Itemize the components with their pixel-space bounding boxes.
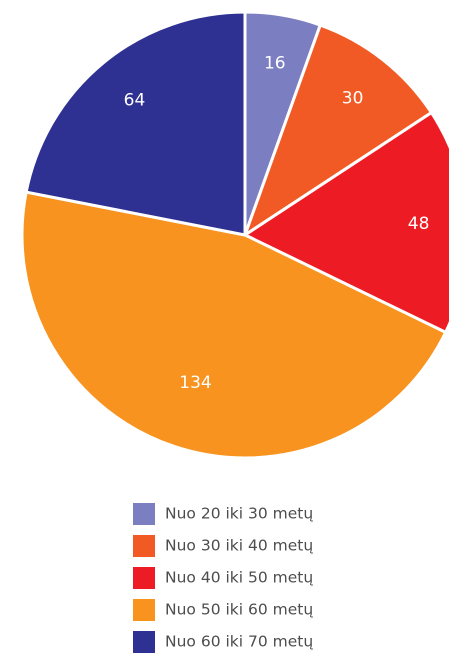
legend-swatch <box>133 631 155 653</box>
legend-swatch <box>133 535 155 557</box>
legend-label: Nuo 60 iki 70 metų <box>165 633 313 651</box>
legend-label: Nuo 40 iki 50 metų <box>165 569 313 587</box>
pie-slice <box>24 10 247 237</box>
legend-label: Nuo 30 iki 40 metų <box>165 537 313 555</box>
pie-slice <box>242 23 434 239</box>
data-label: 64 <box>124 91 146 111</box>
legend-swatch <box>133 599 155 621</box>
data-label: 16 <box>264 54 286 74</box>
data-label: 134 <box>179 373 211 393</box>
data-label: 30 <box>342 88 364 108</box>
pie-slice <box>241 110 449 335</box>
legend-swatch <box>133 503 155 525</box>
data-label: 48 <box>408 214 430 234</box>
legend-label: Nuo 50 iki 60 metų <box>165 601 313 619</box>
pie-slice <box>20 190 448 460</box>
legend-swatch <box>133 567 155 589</box>
legend-label: Nuo 20 iki 30 metų <box>165 505 313 523</box>
